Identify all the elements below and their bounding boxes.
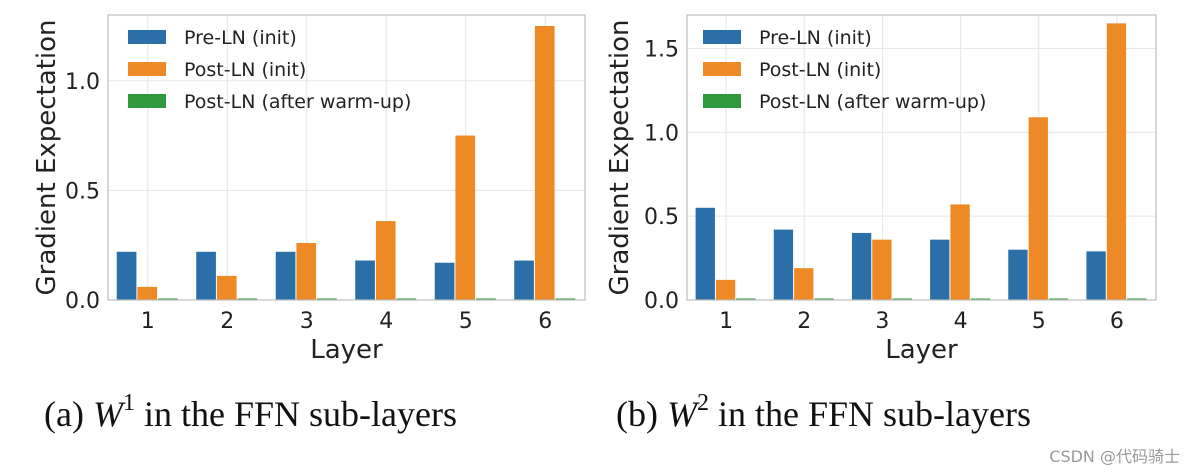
caption-b-suffix: in the FFN sub-layers [709, 394, 1031, 434]
chart-b-bar-s1-layer4 [930, 239, 950, 300]
chart-b-bar-s2-layer2 [794, 268, 814, 300]
chart-a-bar-s3-layer1 [158, 298, 178, 300]
chart-a-legend-swatch-1 [128, 30, 166, 44]
chart-a-legend-swatch-2 [128, 62, 166, 76]
chart-b-bar-s3-layer6 [1127, 298, 1147, 300]
chart-b-bar-s3-layer4 [970, 298, 991, 300]
chart-a-bar-s1-layer4 [355, 260, 375, 300]
chart-a-ytick-2: 1.0 [65, 70, 100, 95]
chart-a-bar-s2-layer1 [137, 286, 158, 300]
chart-b-bar-s2-layer6 [1106, 23, 1127, 300]
chart-a-ytick-1: 0.5 [65, 179, 100, 204]
chart-b-bar-s3-layer2 [814, 298, 834, 300]
caption-b-superscript: 2 [697, 390, 709, 416]
chart-b-bar-s2-layer5 [1028, 117, 1048, 300]
chart-b-legend-swatch-3 [703, 94, 741, 108]
chart-a-bar-s2-layer6 [534, 25, 555, 300]
chart-b-bar-s3-layer3 [892, 298, 912, 300]
chart-a-bar-s1-layer2 [196, 251, 216, 300]
chart-b-ytick-2: 1.0 [644, 121, 679, 146]
watermark: CSDN @代码骑士 [1049, 447, 1180, 466]
chart-a-xtick-4: 4 [379, 309, 393, 334]
chart-a-bar-s2-layer4 [375, 221, 396, 300]
chart-b-bar-s1-layer3 [851, 232, 872, 300]
chart-b-legend-swatch-2 [703, 62, 741, 76]
chart-b-bar-s1-layer5 [1008, 249, 1028, 300]
caption-a-prefix: (a) [44, 394, 93, 434]
chart-b-plot-frame [686, 14, 1157, 301]
chart-a-bar-s3-layer6 [555, 298, 576, 300]
chart-b-bar-s3-layer1 [736, 298, 756, 300]
chart-b-ytick-3: 1.5 [644, 38, 679, 63]
chart-a-legend-swatch-3 [128, 94, 166, 108]
chart-b-bar-s1-layer2 [773, 229, 794, 300]
caption-b-prefix: (b) [616, 394, 667, 434]
chart-b-xtick-1: 1 [719, 309, 733, 334]
chart-b-xtick-4: 4 [954, 309, 968, 334]
chart-b-legend-swatch-1 [703, 30, 741, 44]
caption-b: (b) W2 in the FFN sub-layers [616, 390, 1031, 434]
chart-b-xlabel: Layer [885, 335, 958, 365]
chart-a-plot-frame [107, 14, 586, 301]
chart-a-bar-s3-layer3 [317, 298, 337, 300]
chart-a-bar-s2-layer5 [455, 135, 476, 300]
chart-a-bar-s1-layer1 [116, 251, 137, 300]
chart-a-xtick-1: 1 [141, 309, 155, 334]
chart-b-ylabel: Gradient Expectation [605, 20, 635, 296]
chart-b-bar-s1-layer6 [1086, 251, 1106, 300]
caption-b-symbol: W [667, 394, 700, 434]
chart-a-xtick-6: 6 [538, 309, 552, 334]
chart-a-xlabel: Layer [310, 335, 383, 365]
chart-a-legend-label-1: Pre-LN (init) [184, 27, 297, 49]
chart-a-bar-s1-layer5 [434, 262, 455, 300]
chart-b-bar-s2-layer4 [950, 204, 970, 300]
caption-a-superscript: 1 [123, 390, 135, 416]
chart-b-xtick-5: 5 [1032, 309, 1046, 334]
chart-b-legend-label-3: Post-LN (after warm-up) [759, 91, 986, 113]
chart-b-xtick-6: 6 [1110, 309, 1124, 334]
chart-a-bar-s2-layer2 [216, 275, 237, 300]
chart-b-xtick-2: 2 [797, 309, 811, 334]
chart-b-ytick-1: 0.5 [644, 205, 679, 230]
chart-b-legend-label-1: Pre-LN (init) [759, 27, 872, 49]
chart-a-xtick-3: 3 [300, 309, 314, 334]
chart-a-bar-s3-layer2 [237, 298, 258, 300]
caption-a: (a) W1 in the FFN sub-layers [44, 390, 457, 434]
caption-a-suffix: in the FFN sub-layers [135, 394, 457, 434]
chart-b-bar-s2-layer1 [715, 279, 736, 300]
chart-b-xtick-3: 3 [875, 309, 889, 334]
chart-b-ffn-w2: 1 2 3 4 5 6 0.0 0.5 1.0 1.5 Layer Gradient Expectat… [605, 14, 1157, 365]
chart-a-legend-label-2: Post-LN (init) [184, 59, 306, 81]
chart-a-xtick-2: 2 [220, 309, 234, 334]
chart-b-ytick-0: 0.0 [644, 289, 679, 314]
chart-a-bar-s2-layer3 [296, 243, 317, 300]
chart-a-legend-label-3: Post-LN (after warm-up) [184, 91, 411, 113]
chart-a-ytick-0: 0.0 [65, 289, 100, 314]
chart-a-bar-s3-layer4 [396, 298, 417, 300]
chart-a-ffn-w1: 1 2 3 4 5 6 0.0 0.5 1.0 Layer Gradient Expectation… [32, 14, 586, 365]
chart-a-xtick-5: 5 [459, 309, 473, 334]
chart-b-bar-s3-layer5 [1048, 298, 1069, 300]
chart-a-bar-s1-layer6 [514, 260, 534, 300]
caption-a-symbol: W [93, 394, 126, 434]
chart-a-ylabel: Gradient Expectation [32, 20, 62, 296]
chart-a-bar-s1-layer3 [275, 251, 296, 300]
chart-b-legend-label-2: Post-LN (init) [759, 59, 881, 81]
chart-a-bar-s3-layer5 [476, 298, 496, 300]
chart-b-bar-s2-layer3 [872, 239, 892, 300]
chart-b-bar-s1-layer1 [695, 207, 715, 300]
